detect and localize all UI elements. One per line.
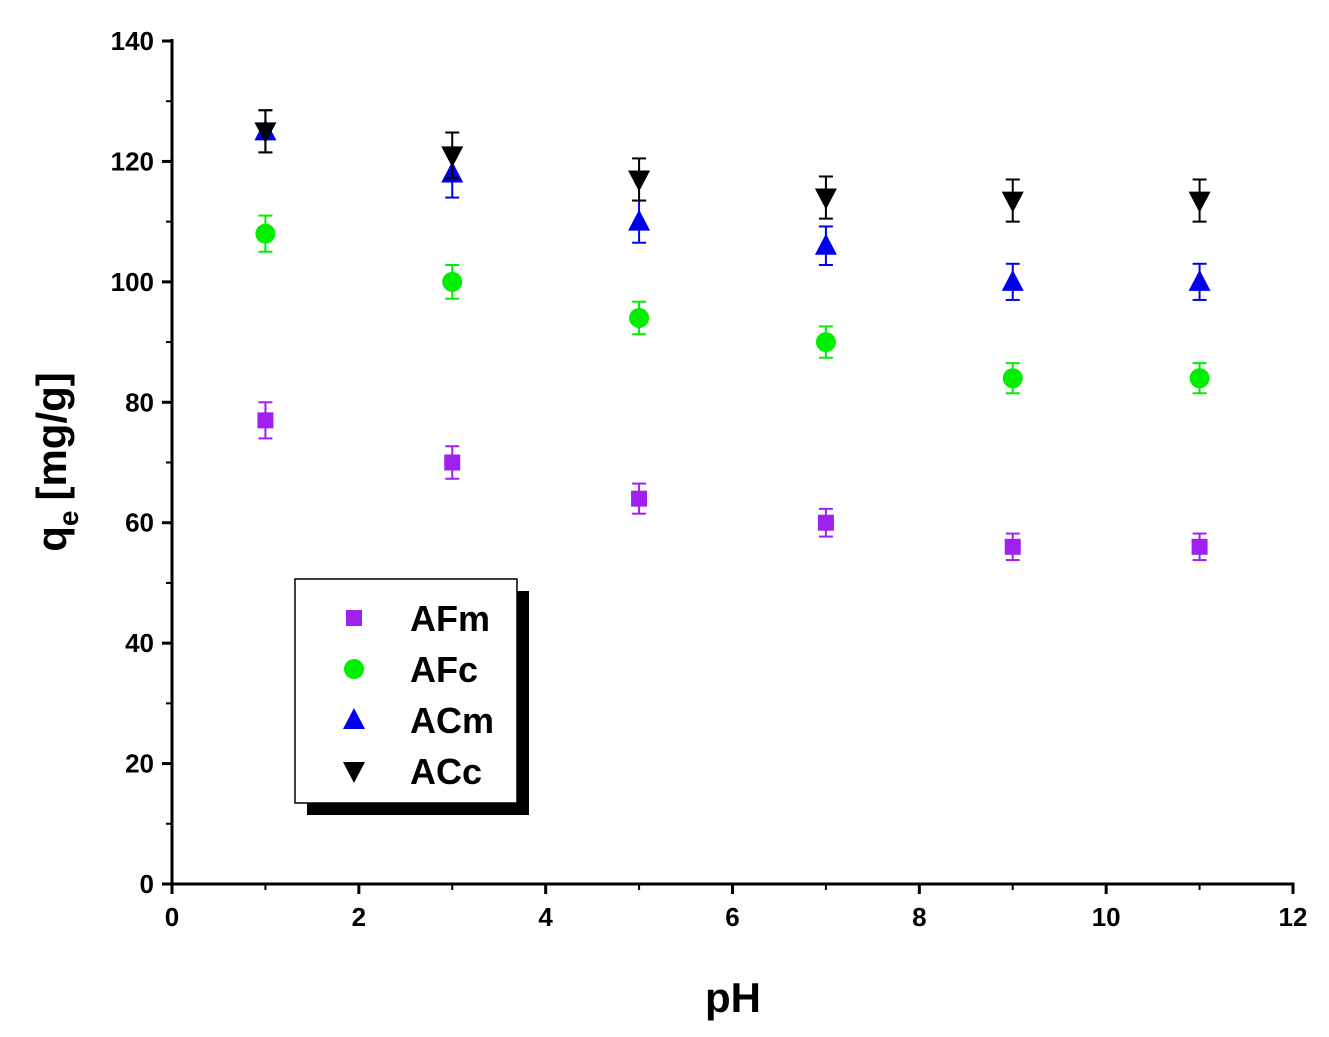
legend: AFm AFc ACm ACc (294, 578, 529, 815)
y-tick-label: 140 (111, 26, 154, 56)
legend-label-afm: AFm (410, 598, 490, 639)
x-tick-label: 2 (352, 902, 366, 932)
data-point-afc (442, 271, 463, 292)
y-axis-title-subscript: e (53, 511, 84, 527)
y-tick-label: 20 (125, 749, 154, 779)
data-marks (254, 109, 1211, 562)
y-axis-title: qe [mg/g] (28, 372, 84, 552)
data-point-afc (629, 307, 650, 328)
data-point-acm (628, 209, 651, 231)
y-tick-label: 80 (125, 387, 154, 417)
x-tick-label: 8 (912, 902, 926, 932)
data-point-acc (814, 188, 837, 210)
data-point-acc (628, 170, 651, 192)
x-tick-label: 6 (725, 902, 739, 932)
data-point-afc (255, 223, 276, 244)
legend-marker-acm (343, 708, 365, 729)
data-point-acc (254, 122, 277, 144)
series-acc (254, 109, 1211, 223)
data-point-afm (817, 514, 834, 531)
data-point-acc (441, 146, 464, 168)
data-point-acm (1001, 269, 1024, 291)
y-tick-label: 100 (111, 267, 154, 297)
data-point-afm (1191, 538, 1208, 555)
data-point-afm (257, 412, 274, 429)
data-point-acc (1188, 191, 1211, 213)
legend-marker-afc (344, 659, 364, 679)
data-point-afc (1189, 368, 1210, 389)
legend-marker-acc (343, 762, 365, 783)
x-axis-title: pH (705, 974, 761, 1021)
x-tick-label: 4 (538, 902, 553, 932)
legend-label-acc: ACc (410, 751, 482, 792)
y-axis-title-unit: [mg/g] (28, 372, 75, 500)
y-tick-label: 60 (125, 508, 154, 538)
series-afm (257, 401, 1208, 562)
data-point-acm (814, 233, 837, 255)
data-point-afc (815, 332, 836, 353)
legend-marker-afm (346, 610, 362, 626)
data-point-afm (631, 490, 648, 507)
data-point-afm (1004, 538, 1021, 555)
y-tick-label: 0 (140, 869, 154, 899)
y-tick-label: 40 (125, 628, 154, 658)
legend-box (294, 578, 518, 804)
data-point-acc (1001, 191, 1024, 213)
x-tick-label: 0 (165, 902, 179, 932)
data-point-afc (1002, 368, 1023, 389)
y-axis-title-main: q (28, 526, 75, 552)
series-afc (255, 214, 1210, 395)
data-point-acm (1188, 269, 1211, 291)
x-tick-label: 12 (1279, 902, 1308, 932)
y-tick-label: 120 (111, 146, 154, 176)
data-point-afm (444, 454, 461, 471)
x-tick-label: 10 (1092, 902, 1121, 932)
legend-label-acm: ACm (410, 700, 494, 741)
legend-label-afc: AFc (410, 649, 478, 690)
